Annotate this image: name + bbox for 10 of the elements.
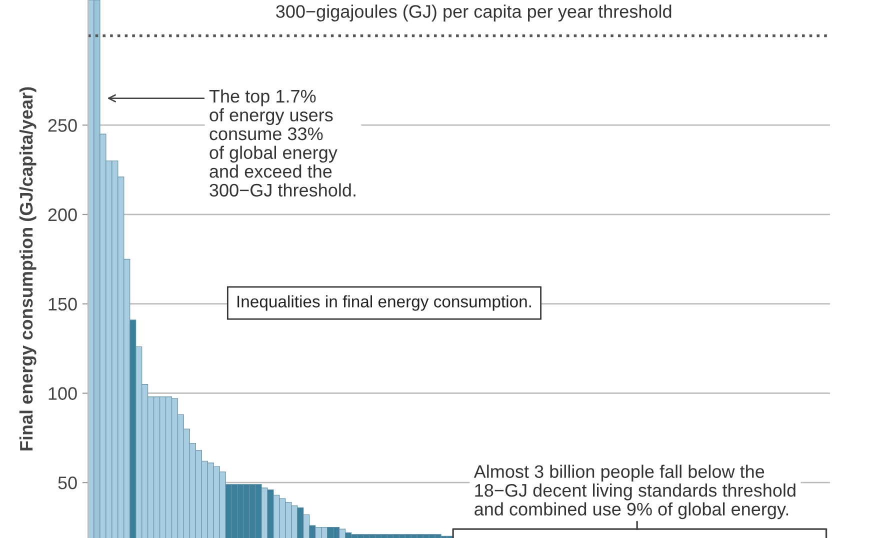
y-tick-label: 50: [58, 476, 77, 490]
y-tick-label: 100: [48, 387, 77, 400]
annotation: The top 1.7% of energy users consume 33% of global energy and exceed the 300−GJ threshold.: [209, 89, 356, 197]
y-tick-label: 250: [48, 119, 77, 132]
annotation: Almost 3 billion people fall below the 18−GJ decent living standards threshold and combined use 9% of global energy.: [474, 464, 796, 520]
annotation: Inequalities in final energy consumption.: [238, 295, 531, 311]
ref-line-label: 300−gigajoules (GJ) per capita per year threshold: [276, 4, 672, 22]
y-tick-label: 200: [48, 208, 77, 222]
y-tick-label: 150: [48, 298, 77, 311]
y-axis-title: Final energy consumption (GJ/capita/year): [19, 87, 36, 450]
